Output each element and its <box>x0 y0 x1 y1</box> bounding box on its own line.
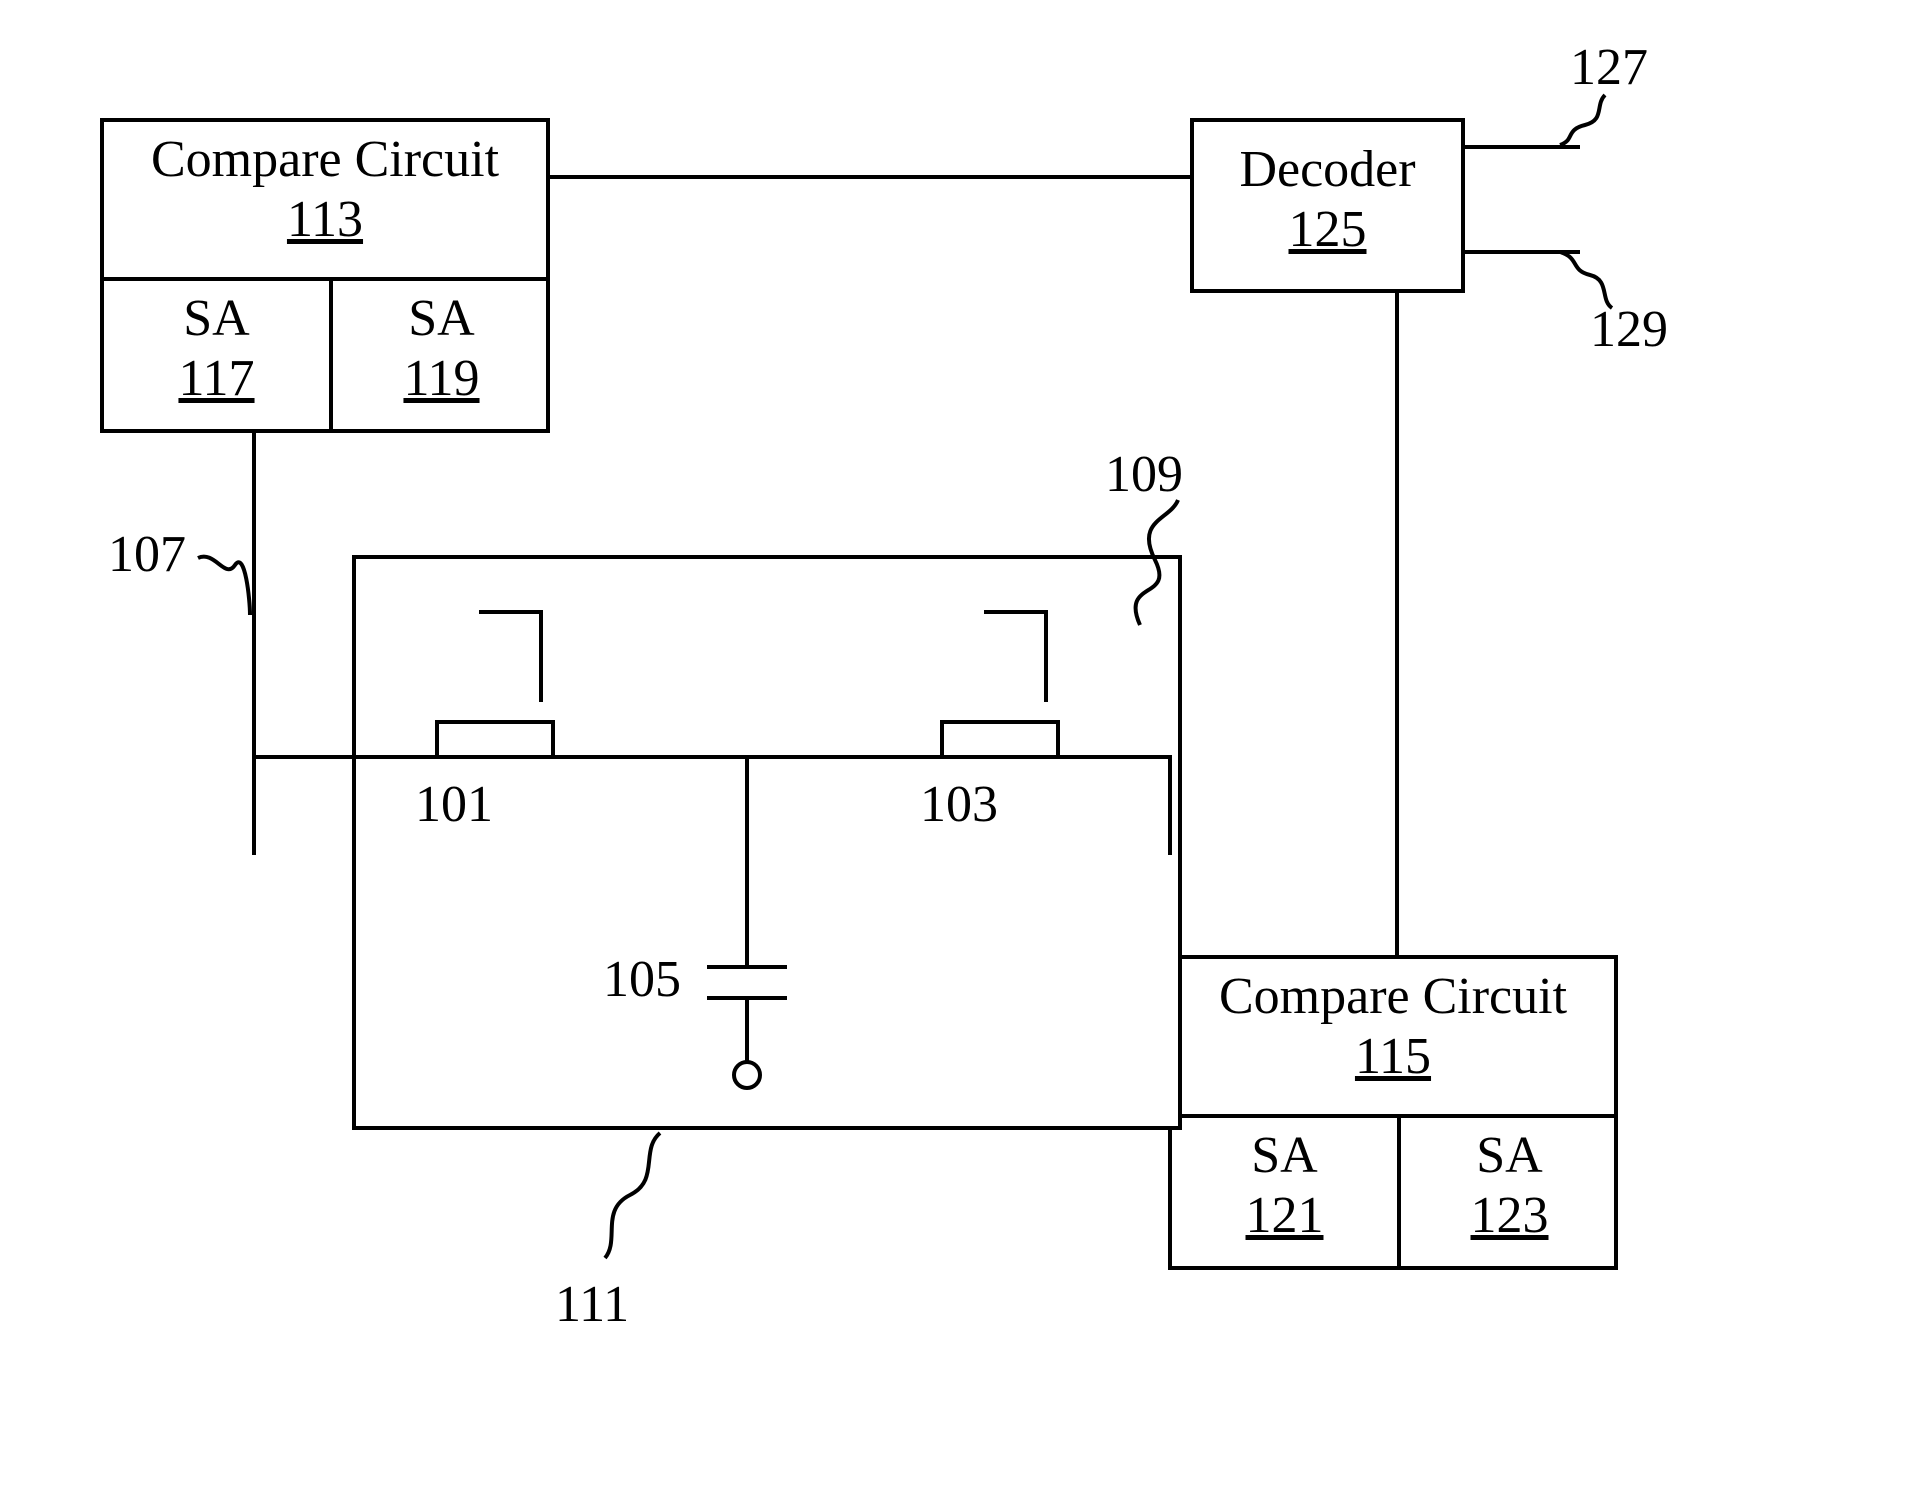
label-129: 129 <box>1590 300 1668 359</box>
label-107: 107 <box>108 525 186 584</box>
label-101: 101 <box>415 775 493 834</box>
label-127: 127 <box>1570 38 1648 97</box>
diagram-canvas: Compare Circuit 113 SA 117 SA 119 Decode… <box>0 0 1921 1503</box>
label-111: 111 <box>555 1275 629 1334</box>
label-109: 109 <box>1105 445 1183 504</box>
label-105: 105 <box>603 950 681 1009</box>
leader-129 <box>0 0 1921 1503</box>
label-103: 103 <box>920 775 998 834</box>
